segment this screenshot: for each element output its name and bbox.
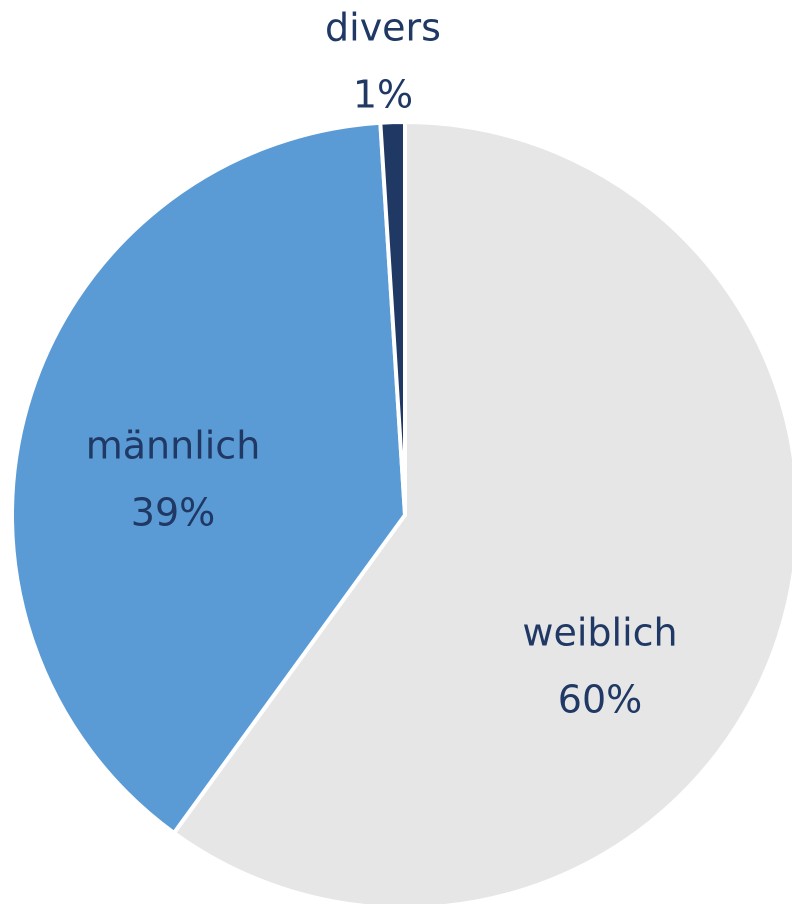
slice-value-label: 39% [131, 491, 215, 535]
slice-value-label: 60% [558, 678, 642, 722]
slice-category-label: divers [325, 6, 441, 50]
slice-value-label: 1% [353, 73, 413, 117]
pie-slice [10, 120, 407, 835]
pie-slice [378, 120, 407, 517]
pie-slice [172, 120, 792, 904]
slice-category-label: weiblich [522, 611, 677, 655]
slice-category-label: männlich [86, 424, 261, 468]
